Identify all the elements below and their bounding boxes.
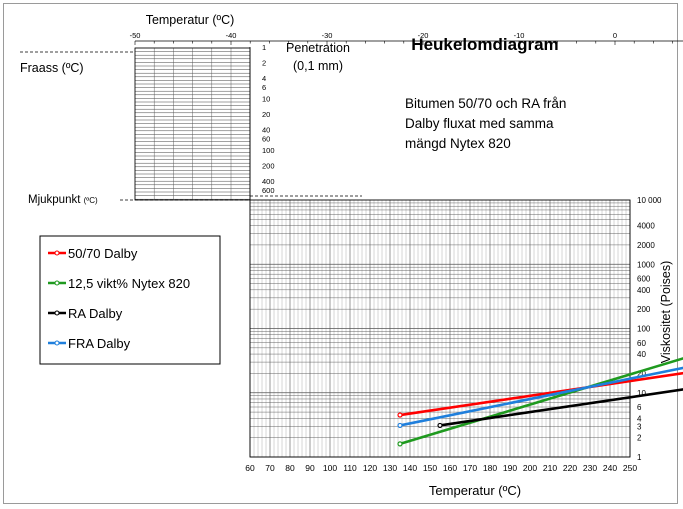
x-tick-label: 140 [403,463,417,473]
series-point [437,422,443,429]
x-tick-label: 100 [323,463,337,473]
x-tick-label: 120 [363,463,377,473]
y-tick-label: 10 000 [637,196,662,205]
series-line [439,388,683,427]
legend-marker [54,310,60,316]
legend-marker [54,340,60,346]
series-line [399,371,683,417]
y-tick-label: 1000 [637,260,655,269]
legend-marker [54,250,60,256]
x-tick-label: 160 [443,463,457,473]
series-line [399,366,683,427]
legend-entry: FRA Dalby [68,336,131,351]
y-tick-label: 2 [637,434,642,443]
penetration-tick-label: 6 [262,83,266,92]
penetration-axis-label: Penetration [286,41,350,55]
y-tick-label: 600 [637,275,651,284]
top-axis-tick-label: -50 [130,31,141,40]
x-tick-label: 70 [265,463,275,473]
penetration-tick-label: 20 [262,110,270,119]
penetration-axis-unit: (0,1 mm) [293,59,343,73]
penetration-tick-label: 10 [262,94,270,103]
x-tick-label: 90 [305,463,315,473]
mjukpunkt-label-text: Mjukpunkt [28,194,84,206]
x-tick-label: 60 [245,463,255,473]
mjukpunkt-label: Mjukpunkt (ºC) [28,194,98,206]
x-tick-label: 200 [523,463,537,473]
y-tick-label: 1 [637,453,642,462]
chart-frame [3,3,678,504]
chart-subtitle-line: mängd Nytex 820 [405,136,511,151]
x-tick-label: 130 [383,463,397,473]
y-tick-label: 60 [637,339,646,348]
y-tick-label: 2000 [637,241,655,250]
y-tick-label: 3 [637,422,642,431]
x-tick-label: 220 [563,463,577,473]
x-tick-label: 170 [463,463,477,473]
top-axis-tick-label: -10 [514,31,525,40]
main-grid-border [249,199,631,458]
series-point [397,422,403,429]
penetration-tick-label: 100 [262,146,275,155]
series-point [397,441,403,447]
penetration-tick-label: 60 [262,135,270,144]
legend-box [39,235,221,365]
y-tick-label: 20 [637,369,646,378]
penetration-tick-label: 2 [262,58,266,67]
x-axis-label: Temperatur (ºC) [429,483,521,498]
x-tick-label: 240 [603,463,617,473]
y-tick-label: 40 [637,350,646,359]
x-tick-label: 230 [583,463,597,473]
top-axis-tick-label: -20 [418,31,429,40]
penetration-tick-label: 1 [262,43,266,52]
legend-entry: 50/70 Dalby [68,246,138,261]
penetration-tick-label: 200 [262,161,275,170]
y-tick-label: 10 [637,389,646,398]
legend-marker [54,280,60,286]
y-tick-label: 4 [637,414,642,423]
chart-subtitle-line: Dalby fluxat med samma [405,116,554,131]
x-tick-label: 110 [343,463,357,473]
x-tick-label: 250 [623,463,637,473]
y-axis-label: Viskositet (Poises) [659,261,673,364]
top-axis-tick-label: 0 [613,31,617,40]
top-axis-label: Temperatur (ºC) [146,13,235,27]
y-tick-label: 200 [637,305,651,314]
mjukpunkt-unit: (ºC) [84,196,98,205]
x-tick-label: 210 [543,463,557,473]
top-axis-tick-label: -30 [322,31,333,40]
y-tick-label: 4000 [637,222,655,231]
y-tick-label: 400 [637,286,651,295]
y-tick-label: 100 [637,325,651,334]
x-tick-label: 80 [285,463,295,473]
y-tick-label: 6 [637,403,642,412]
x-tick-label: 150 [423,463,437,473]
x-tick-label: 190 [503,463,517,473]
legend-entry: 12,5 vikt% Nytex 820 [68,276,190,291]
chart-subtitle-line: Bitumen 50/70 och RA från [405,96,566,111]
penetration-tick-label: 4 [262,74,266,83]
chart-title: Heukelomdiagram [411,35,558,54]
series-point [397,412,403,418]
penetration-tick-label: 400 [262,177,275,186]
top-axis-tick-label: -40 [226,31,237,40]
penetration-tick-label: 600 [262,186,275,195]
fraass-label: Fraass (ºC) [20,61,84,75]
x-tick-label: 180 [483,463,497,473]
penetration-tick-label: 40 [262,125,270,134]
legend-entry: RA Dalby [68,306,123,321]
